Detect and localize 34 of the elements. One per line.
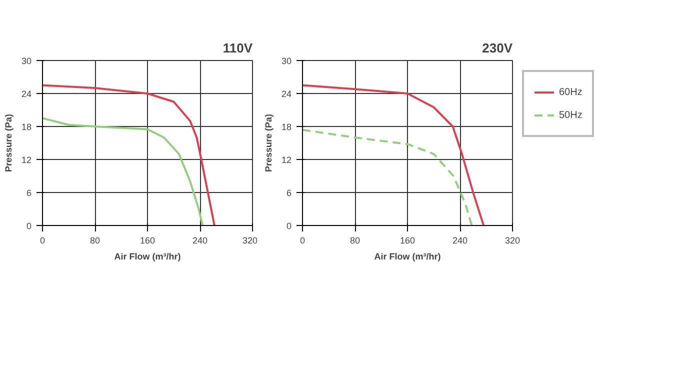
chart-title: 230V: [482, 40, 513, 56]
y-tick-label: 30: [21, 56, 32, 66]
y-tick-label: 18: [281, 122, 292, 132]
y-tick-label: 6: [26, 188, 32, 198]
line-series: [42, 84, 216, 226]
x-tick-label: 160: [400, 236, 416, 246]
x-tick-label: 320: [242, 236, 258, 246]
line-series: [302, 84, 485, 226]
legend-label: 50Hz: [559, 110, 582, 120]
y-tick-label: 18: [21, 122, 32, 132]
y-axis-title: Pressure (Pa): [263, 114, 274, 172]
line-series: [42, 117, 204, 226]
legend-label: 60Hz: [559, 86, 582, 98]
chart-title: 110V: [222, 40, 253, 56]
y-tick-label: 12: [281, 155, 292, 165]
y-tick-label: 24: [281, 89, 292, 99]
y-tick-label: 30: [281, 56, 292, 66]
y-tick-label: 24: [21, 89, 32, 99]
line-series: [302, 128, 473, 226]
x-tick-label: 160: [140, 236, 156, 246]
y-axis-title: Pressure (Pa): [3, 114, 14, 172]
x-tick-label: 240: [452, 236, 468, 246]
x-tick-label: 80: [90, 236, 100, 246]
x-tick-label: 0: [40, 236, 46, 246]
x-axis-title: Air Flow (m³/hr): [374, 252, 441, 262]
y-tick-label: 0: [286, 221, 292, 231]
y-tick-label: 0: [26, 221, 32, 231]
x-tick-label: 80: [350, 236, 360, 246]
x-tick-label: 0: [300, 236, 306, 246]
y-tick-label: 12: [21, 155, 32, 165]
x-tick-label: 240: [192, 236, 208, 246]
y-tick-label: 6: [286, 188, 292, 198]
x-tick-label: 320: [504, 236, 520, 246]
x-axis-title: Air Flow (m³/hr): [114, 252, 181, 262]
